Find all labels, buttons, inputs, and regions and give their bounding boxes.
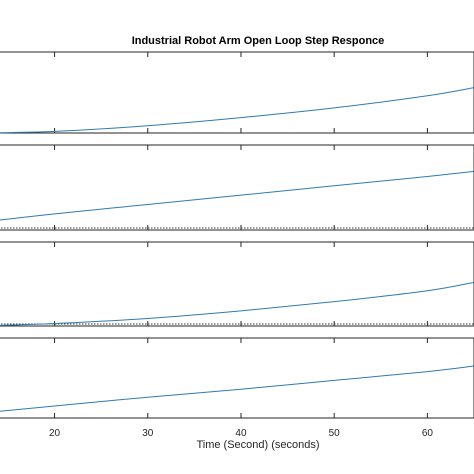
series-line-2 [0, 170, 474, 221]
subplot-2 [0, 144, 474, 231]
subplots [0, 51, 474, 419]
chart-title: Industrial Robot Arm Open Loop Step Resp… [132, 35, 385, 47]
axes-box [0, 241, 474, 327]
subplot-3 [0, 241, 474, 327]
x-tick-label: 50 [329, 428, 341, 439]
x-tick-label: 30 [142, 428, 154, 439]
x-axis-label: Time (Second) (seconds) [196, 439, 319, 451]
x-tick-labels: 20 30 40 50 60 [49, 428, 433, 439]
x-tick-label: 40 [235, 428, 247, 439]
x-tick-label: 20 [49, 428, 61, 439]
axes-box [0, 51, 474, 134]
series-line-3 [0, 281, 474, 326]
series-line-1 [0, 87, 474, 134]
axes-box [0, 337, 474, 419]
subplot-1 [0, 51, 474, 134]
series-line-4 [0, 365, 474, 412]
axes-box [0, 144, 474, 231]
subplot-4 [0, 337, 474, 419]
x-tick-label: 60 [422, 428, 434, 439]
